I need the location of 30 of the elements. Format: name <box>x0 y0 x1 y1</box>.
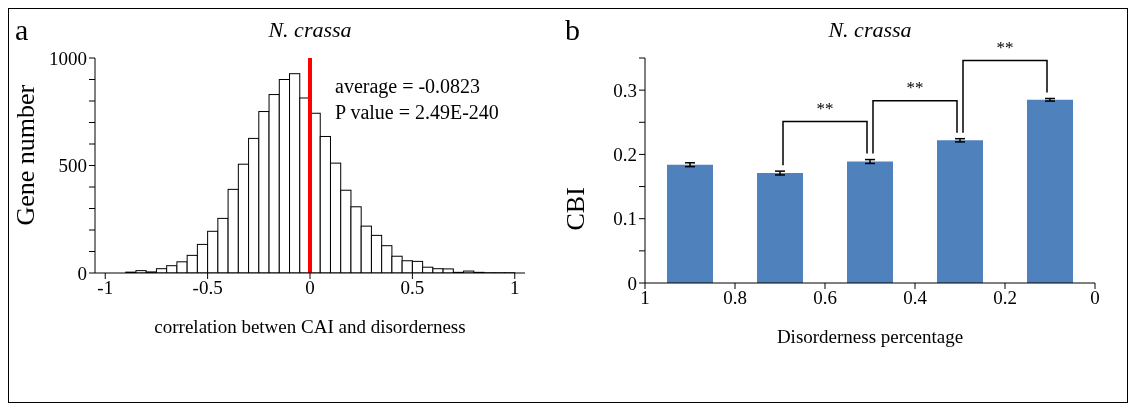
x-tick-label: 0 <box>1090 287 1100 309</box>
y-tick-label: 1000 <box>49 47 87 69</box>
x-tick-label: 0 <box>305 277 315 299</box>
y-tick-label: 0 <box>77 262 87 284</box>
x-tick-label: 0.6 <box>813 287 837 309</box>
annotation: average = -0.0823 <box>335 74 482 99</box>
text: b <box>565 13 580 47</box>
x-axis-title: Disorderness percentage <box>776 326 964 347</box>
x-tick-label: 0.4 <box>903 287 928 309</box>
x-tick-label: 0.5 <box>400 277 425 299</box>
y-axis-title: CBI <box>561 187 591 231</box>
y-axis-title: Gene number <box>11 84 41 226</box>
annotation: ** <box>816 98 834 118</box>
x-tick-label: 1 <box>510 277 520 299</box>
x-axis-title: correlation betwen CAI and disorderness <box>154 316 466 337</box>
text: a <box>15 13 29 47</box>
annotation: P value = 2.49E-240 <box>335 100 499 125</box>
x-tick-label: -1 <box>97 277 114 299</box>
x-tick-label: 0.8 <box>723 287 747 309</box>
x-tick-label: -0.5 <box>192 277 223 299</box>
y-tick-label: 500 <box>58 155 87 177</box>
annotation: ** <box>906 77 924 97</box>
chart-title: N. crassa <box>828 17 912 42</box>
x-tick-label: 1 <box>640 287 650 309</box>
x-tick-label: 0.2 <box>993 287 1017 309</box>
y-tick-label: 0.3 <box>613 79 637 101</box>
y-tick-label: 0.2 <box>613 144 637 166</box>
y-tick-label: 0.1 <box>613 208 637 230</box>
text: ** <box>996 37 1014 57</box>
chart-title: N. crassa <box>267 17 353 43</box>
